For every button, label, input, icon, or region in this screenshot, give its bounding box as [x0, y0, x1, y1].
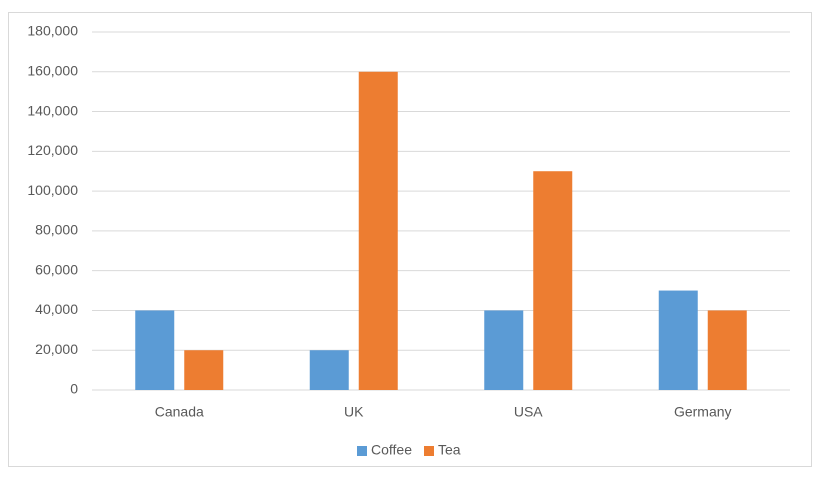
x-tick-label: Germany — [674, 404, 732, 420]
bar — [358, 71, 398, 391]
y-tick-label: 160,000 — [27, 62, 78, 78]
y-tick-label: 100,000 — [27, 182, 78, 198]
bar — [184, 350, 224, 390]
bar — [309, 350, 349, 390]
y-tick-label: 140,000 — [27, 102, 78, 118]
chart-border — [8, 12, 812, 467]
bar — [707, 310, 747, 390]
y-tick-label: 180,000 — [27, 23, 78, 39]
y-tick-label: 60,000 — [35, 261, 78, 277]
legend-label: Coffee — [371, 442, 412, 458]
x-tick-label: UK — [344, 404, 364, 420]
bar — [533, 171, 573, 390]
y-tick-label: 120,000 — [27, 142, 78, 158]
bar — [135, 310, 175, 390]
bar — [658, 290, 698, 390]
y-tick-label: 40,000 — [35, 301, 78, 317]
x-tick-label: Canada — [155, 404, 204, 420]
y-tick-label: 0 — [70, 381, 78, 397]
legend-label: Tea — [438, 442, 461, 458]
x-tick-label: USA — [514, 404, 543, 420]
legend-swatch — [424, 446, 434, 456]
y-tick-label: 20,000 — [35, 341, 78, 357]
y-tick-label: 80,000 — [35, 222, 78, 238]
legend-swatch — [357, 446, 367, 456]
bar — [484, 310, 524, 390]
